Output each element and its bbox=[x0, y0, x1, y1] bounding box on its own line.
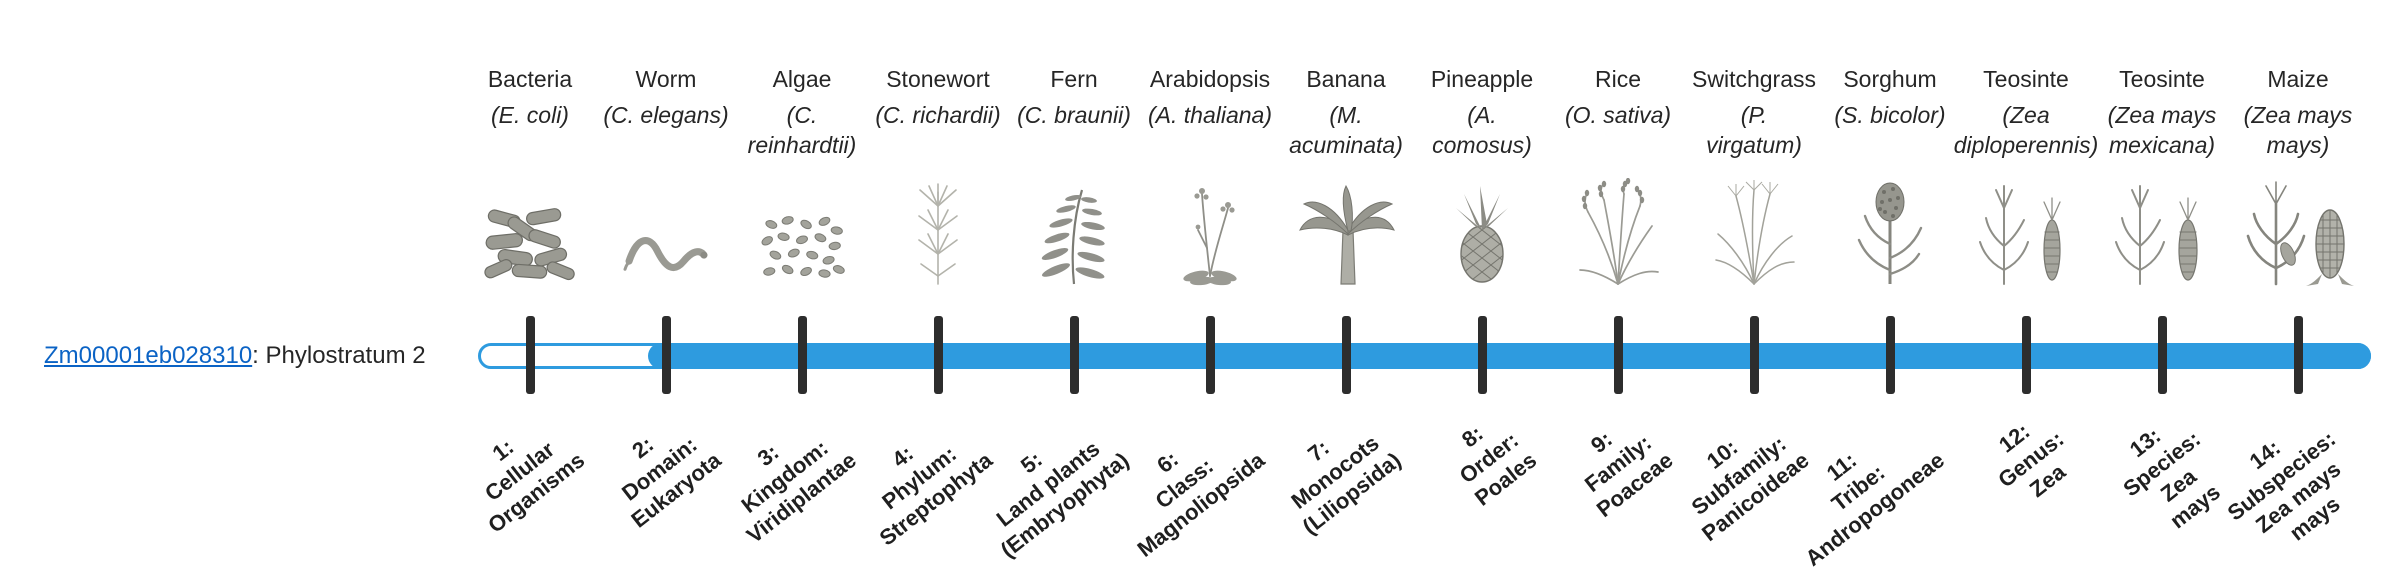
stratum-label-2: 2: Domain: Eukaryota bbox=[616, 431, 726, 533]
switchgrass-illustration bbox=[1679, 172, 1829, 286]
species-common-name: Algae bbox=[772, 66, 832, 92]
pineapple-illustration bbox=[1407, 172, 1557, 286]
phylostratum-tick-14 bbox=[2293, 316, 2303, 394]
species-common-name: Bacteria bbox=[487, 66, 573, 92]
stratum-label-5: 5: Land plants (Embryophyta) bbox=[991, 435, 1134, 563]
sorghum-illustration bbox=[1815, 172, 1965, 286]
species-label: Banana (M. acuminata) bbox=[1289, 64, 1403, 160]
species-scientific-name: (C. reinhardtii) bbox=[747, 102, 857, 158]
gene-id-link[interactable]: Zm00001eb028310 bbox=[44, 342, 253, 369]
species-label: Maize (Zea mays mays) bbox=[2244, 64, 2353, 160]
species-scientific-name: (Zea diploperennis) bbox=[1953, 102, 2099, 158]
species-scientific-name: (M. acuminata) bbox=[1289, 102, 1403, 158]
species-common-name: Fern bbox=[1050, 66, 1098, 92]
maize-illustration bbox=[2223, 172, 2373, 286]
phylostratum-tick-1 bbox=[525, 316, 535, 394]
phylostratum-tick-9 bbox=[1613, 316, 1623, 394]
worm-illustration bbox=[591, 172, 741, 286]
phylostratum-tick-7 bbox=[1341, 316, 1351, 394]
phylostratum-tick-12 bbox=[2021, 316, 2031, 394]
species-label: Teosinte (Zea mays mexicana) bbox=[2108, 64, 2217, 160]
teosinte-mexicana-illustration bbox=[2087, 172, 2237, 286]
species-common-name: Stonewort bbox=[886, 66, 990, 92]
species-common-name: Rice bbox=[1594, 66, 1642, 92]
species-common-name: Arabidopsis bbox=[1149, 66, 1271, 92]
species-label: Pineapple (A. comosus) bbox=[1431, 64, 1533, 160]
species-common-name: Sorghum bbox=[1843, 66, 1937, 92]
species-scientific-name: (C. braunii) bbox=[1017, 102, 1131, 128]
species-label: Teosinte (Zea diploperennis) bbox=[1954, 64, 2098, 160]
species-scientific-name: (Zea mays mays) bbox=[2243, 102, 2353, 158]
stratum-label-9: 9: Family: Poaceae bbox=[1579, 426, 1678, 523]
stratum-label-6: 6: Class: Magnoliopsida bbox=[1132, 446, 1270, 562]
species-label: Bacteria (E. coli) bbox=[488, 64, 572, 130]
stratum-label-8: 8: Order: Poales bbox=[1454, 420, 1542, 511]
species-label: Rice (O. sativa) bbox=[1565, 64, 1671, 130]
species-label: Sorghum (S. bicolor) bbox=[1834, 64, 1945, 130]
teosinte-diploperennis-illustration bbox=[1951, 172, 2101, 286]
species-scientific-name: (S. bicolor) bbox=[1834, 102, 1946, 128]
phylostratum-bar bbox=[478, 343, 2371, 369]
rice-illustration bbox=[1543, 172, 1693, 286]
bar-filled-region bbox=[648, 343, 2371, 369]
gene-phylostratum-text: : Phylostratum 2 bbox=[252, 342, 426, 369]
stratum-label-12: 12: Genus: Zea bbox=[1993, 418, 2071, 503]
species-label: Algae (C. reinhardtii) bbox=[748, 64, 857, 160]
phylostratum-tick-3 bbox=[797, 316, 807, 394]
species-scientific-name: (E. coli) bbox=[491, 102, 569, 128]
species-scientific-name: (A. thaliana) bbox=[1147, 102, 1273, 128]
species-label: Stonewort (C. richardii) bbox=[875, 64, 1000, 130]
stratum-label-1: 1: Cellular Organisms bbox=[480, 434, 590, 538]
stratum-label-4: 4: Phylum: Streptophyta bbox=[874, 440, 998, 551]
arabidopsis-illustration bbox=[1135, 172, 1285, 286]
banana-illustration bbox=[1271, 172, 1421, 286]
species-scientific-name: (A. comosus) bbox=[1432, 102, 1532, 158]
phylostratum-tick-6 bbox=[1205, 316, 1215, 394]
phylostratum-tick-2 bbox=[661, 316, 671, 394]
species-label: Fern (C. braunii) bbox=[1017, 64, 1131, 130]
phylostratum-tick-13 bbox=[2157, 316, 2167, 394]
bacteria-illustration bbox=[455, 172, 605, 286]
species-label: Switchgrass (P. virgatum) bbox=[1692, 64, 1816, 160]
species-scientific-name: (O. sativa) bbox=[1564, 102, 1672, 128]
species-scientific-name: (C. elegans) bbox=[603, 102, 729, 128]
species-scientific-name: (C. richardii) bbox=[875, 102, 1001, 128]
stratum-label-7: 7: Monocots (Liliopsida) bbox=[1286, 430, 1406, 540]
species-scientific-name: (P. virgatum) bbox=[1706, 102, 1802, 158]
gene-label: Zm00001eb028310: Phylostratum 2 bbox=[44, 342, 426, 370]
species-common-name: Switchgrass bbox=[1692, 66, 1816, 92]
stratum-label-3: 3: Kingdom: Viridiplantae bbox=[736, 434, 862, 549]
species-label: Arabidopsis (A. thaliana) bbox=[1148, 64, 1272, 130]
species-common-name: Teosinte bbox=[1983, 66, 2069, 92]
stratum-label-14: 14: Subspecies: Zea mays mays bbox=[2223, 426, 2346, 546]
species-common-name: Pineapple bbox=[1430, 66, 1534, 92]
species-common-name: Teosinte bbox=[2119, 66, 2205, 92]
stratum-label-11: 11: Tribe: Andropogoneae bbox=[1800, 447, 1950, 571]
species-scientific-name: (Zea mays mexicana) bbox=[2107, 102, 2217, 158]
fern-illustration bbox=[999, 172, 1149, 286]
phylostratum-tick-10 bbox=[1749, 316, 1759, 394]
phylostratum-tick-8 bbox=[1477, 316, 1487, 394]
phylostratum-tick-11 bbox=[1885, 316, 1895, 394]
phylostratum-tick-5 bbox=[1069, 316, 1079, 394]
species-common-name: Maize bbox=[2267, 66, 2329, 92]
phylostratum-tick-4 bbox=[933, 316, 943, 394]
species-common-name: Worm bbox=[635, 66, 697, 92]
species-common-name: Banana bbox=[1306, 66, 1386, 92]
species-label: Worm (C. elegans) bbox=[603, 64, 728, 130]
algae-illustration bbox=[727, 172, 877, 286]
stonewort-illustration bbox=[863, 172, 1013, 286]
